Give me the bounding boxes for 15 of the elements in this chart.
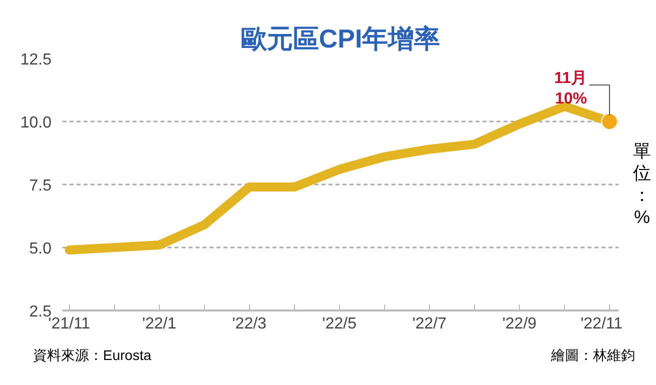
x-tick-label: '22/9 [502,316,537,332]
y-axis-title: 單位：% [633,140,651,228]
x-tick-label: '22/11 [580,316,623,332]
y-tick-label: 7.5 [29,178,52,194]
x-tick-label: '22/5 [322,316,357,332]
x-tick-label: '22/1 [142,316,176,332]
x-tick-label: '22/3 [232,316,267,332]
y-tick-label: 5.0 [29,240,52,258]
y-tick-label: 12.5 [20,52,52,68]
y-tick-label: 10.0 [20,114,52,132]
text: 繪圖：林維鈞 [551,346,635,365]
source-note: 資料來源：Eurosta [33,346,152,365]
annotation: 11月 10% [554,70,587,108]
x-tick-label: '22/7 [412,316,447,332]
chart-title: 歐元區CPI年增率 [240,24,440,54]
